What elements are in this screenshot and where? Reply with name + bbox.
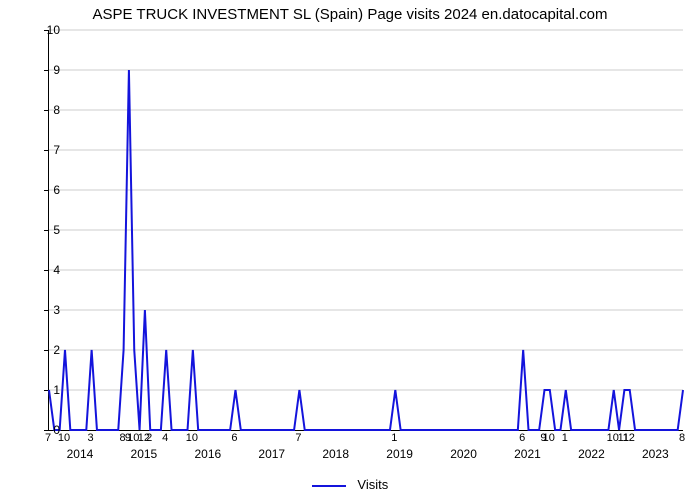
x-tick-label: 4 xyxy=(162,432,168,444)
x-year-label: 2022 xyxy=(578,447,605,461)
legend-label: Visits xyxy=(357,477,388,492)
y-tick-label: 7 xyxy=(20,143,60,157)
y-tick-mark xyxy=(44,190,48,191)
y-tick-label: 0 xyxy=(20,423,60,437)
y-tick-mark xyxy=(44,350,48,351)
x-year-label: 2015 xyxy=(131,447,158,461)
x-tick-labels: 71038910122410671691011011128 xyxy=(48,432,682,446)
y-tick-mark xyxy=(44,310,48,311)
y-tick-label: 9 xyxy=(20,63,60,77)
y-tick-label: 4 xyxy=(20,263,60,277)
chart-title: ASPE TRUCK INVESTMENT SL (Spain) Page vi… xyxy=(0,6,700,23)
y-tick-label: 5 xyxy=(20,223,60,237)
x-year-label: 2020 xyxy=(450,447,477,461)
plot-area xyxy=(48,30,683,431)
x-tick-label: 2 xyxy=(146,432,152,444)
x-year-label: 2016 xyxy=(194,447,221,461)
x-tick-label: 10 xyxy=(186,432,198,444)
x-year-label: 2019 xyxy=(386,447,413,461)
y-tick-mark xyxy=(44,110,48,111)
x-year-label: 2014 xyxy=(67,447,94,461)
x-tick-label: 7 xyxy=(295,432,301,444)
y-tick-label: 1 xyxy=(20,383,60,397)
y-tick-label: 6 xyxy=(20,183,60,197)
x-tick-label: 12 xyxy=(623,432,635,444)
grid-and-series xyxy=(49,30,683,430)
y-tick-label: 2 xyxy=(20,343,60,357)
y-tick-mark xyxy=(44,430,48,431)
y-tick-mark xyxy=(44,30,48,31)
y-tick-mark xyxy=(44,270,48,271)
series-line-visits xyxy=(49,70,683,430)
y-tick-mark xyxy=(44,390,48,391)
x-tick-label: 3 xyxy=(88,432,94,444)
x-year-label: 2021 xyxy=(514,447,541,461)
x-year-label: 2023 xyxy=(642,447,669,461)
x-tick-label: 10 xyxy=(543,432,555,444)
x-tick-label: 1 xyxy=(391,432,397,444)
y-tick-label: 3 xyxy=(20,303,60,317)
y-tick-mark xyxy=(44,230,48,231)
x-tick-label: 1 xyxy=(562,432,568,444)
legend-line-icon xyxy=(312,485,346,487)
x-tick-label: 6 xyxy=(231,432,237,444)
x-year-labels: 2014 2015 2016 2017 2018 2019 2020 2021 2022 2023 xyxy=(48,447,682,461)
chart-container: ASPE TRUCK INVESTMENT SL (Spain) Page vi… xyxy=(0,0,700,500)
x-year-label: 2018 xyxy=(322,447,349,461)
x-year-label: 2017 xyxy=(258,447,285,461)
x-tick-label: 6 xyxy=(519,432,525,444)
y-tick-label: 8 xyxy=(20,103,60,117)
y-tick-label: 10 xyxy=(20,23,60,37)
x-tick-label: 8 xyxy=(679,432,685,444)
y-tick-mark xyxy=(44,150,48,151)
y-tick-mark xyxy=(44,70,48,71)
legend: Visits xyxy=(0,477,700,492)
